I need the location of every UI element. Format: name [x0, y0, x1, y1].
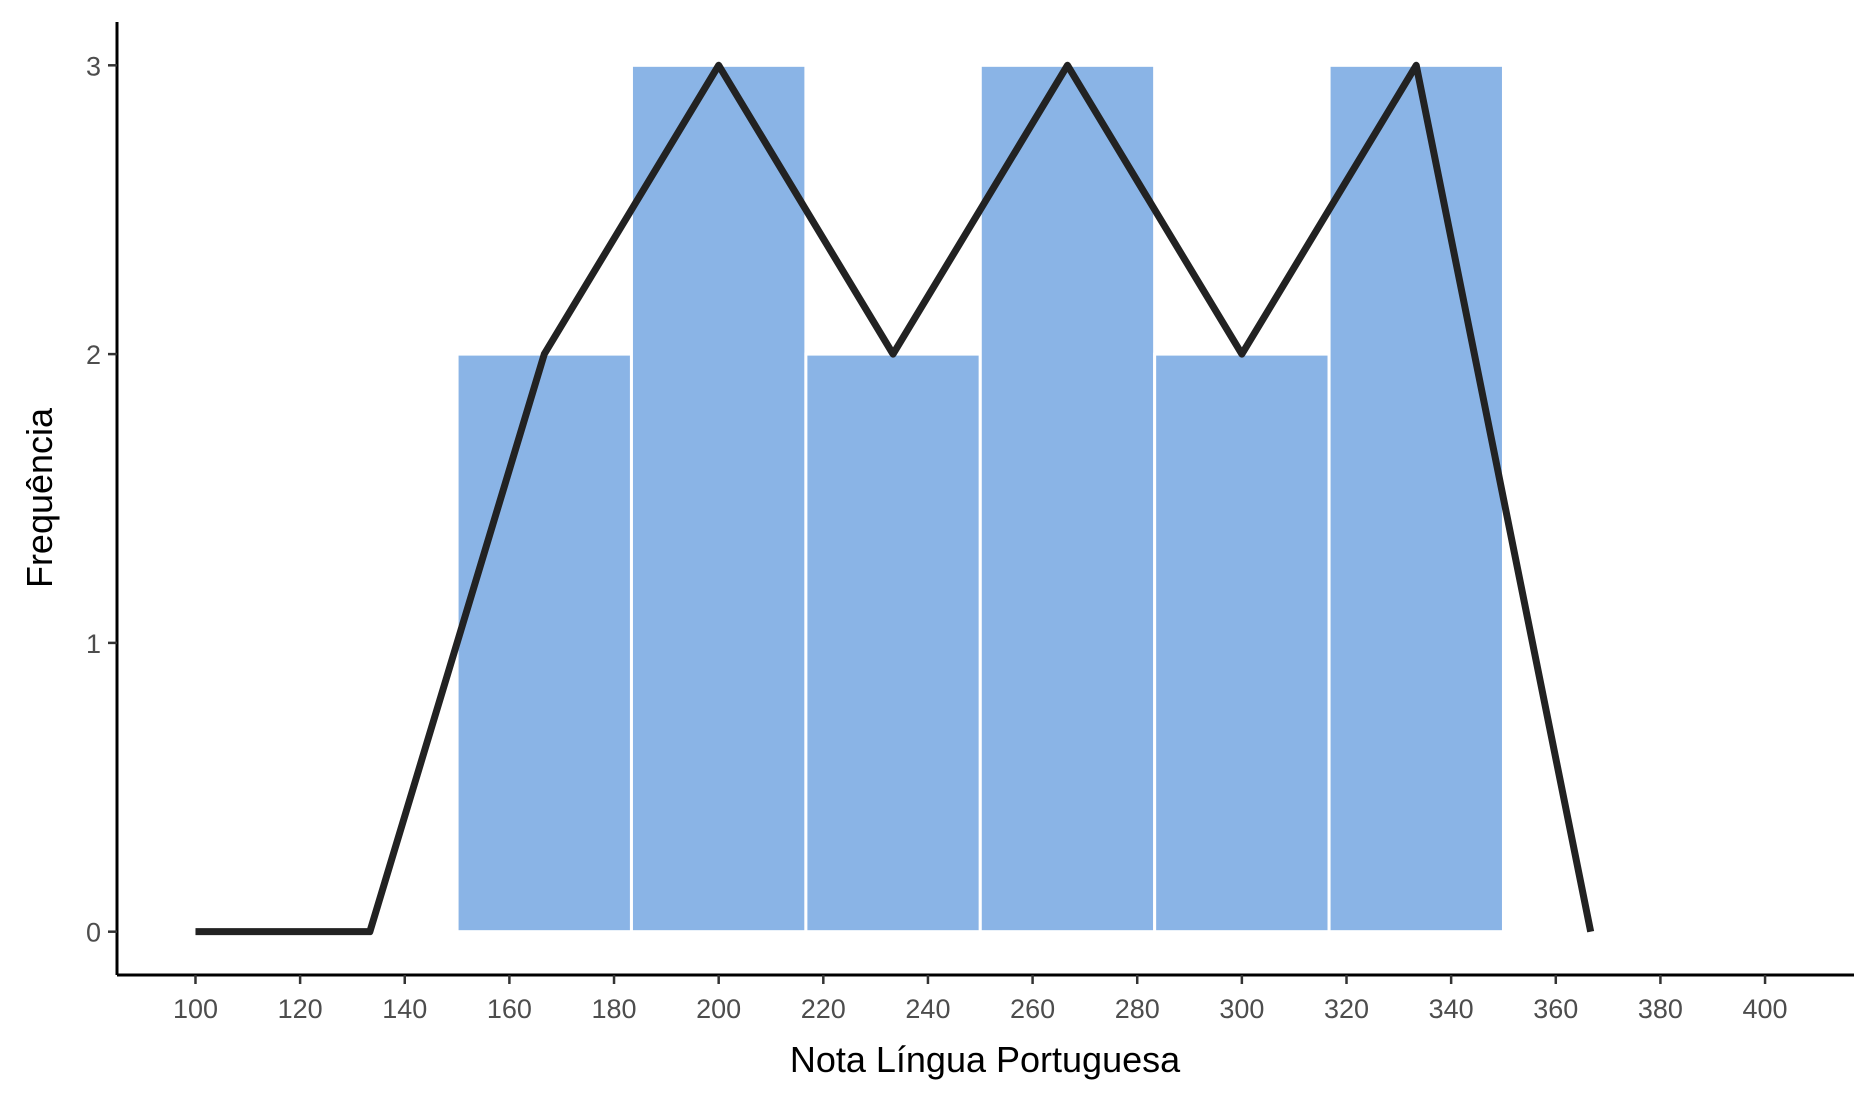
x-tick-label: 380	[1638, 994, 1683, 1024]
x-tick-label: 160	[487, 994, 532, 1024]
histogram-bar	[804, 352, 982, 934]
histogram-bar	[629, 63, 808, 934]
histogram-bars	[455, 63, 1505, 934]
x-tick-label: 400	[1743, 994, 1788, 1024]
y-tick-label: 1	[86, 629, 101, 659]
frequency-polygon-line	[195, 61, 1595, 936]
histogram-bar	[978, 63, 1157, 934]
x-tick-label: 100	[173, 994, 218, 1024]
y-tick-label: 0	[86, 918, 101, 948]
x-tick-label: 240	[905, 994, 950, 1024]
x-tick-label: 320	[1324, 994, 1369, 1024]
histogram-bar	[1153, 352, 1331, 934]
y-axis-ticks: 0 1 2 3	[86, 51, 117, 948]
x-tick-label: 340	[1429, 994, 1474, 1024]
x-tick-label: 200	[696, 994, 741, 1024]
x-tick-label: 180	[592, 994, 637, 1024]
x-tick-label: 360	[1533, 994, 1578, 1024]
frequency-polygon	[195, 61, 1595, 936]
x-tick-label: 140	[382, 994, 427, 1024]
y-tick-label: 3	[86, 51, 101, 81]
x-tick-label: 300	[1219, 994, 1264, 1024]
x-tick-label: 280	[1115, 994, 1160, 1024]
axes	[115, 22, 1854, 977]
x-tick-label: 260	[1010, 994, 1055, 1024]
x-tick-label: 220	[801, 994, 846, 1024]
x-tick-label: 120	[278, 994, 323, 1024]
y-tick-label: 2	[86, 340, 101, 370]
x-axis-title: Nota Língua Portuguesa	[790, 1039, 1181, 1080]
x-axis-ticks: 100 120 140 160 180 200 220 240 260 280 300 320 340 3…	[173, 975, 1788, 1024]
y-axis-title: Frequência	[19, 407, 60, 588]
histogram-bar	[455, 352, 633, 934]
histogram-bar	[1327, 63, 1505, 934]
